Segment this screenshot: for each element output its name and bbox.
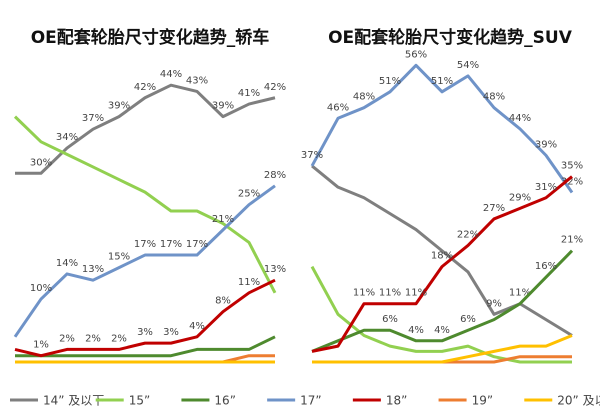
data-label: 1% <box>33 340 49 351</box>
data-label: 11% <box>405 288 427 299</box>
series-line <box>15 83 276 175</box>
data-label: 46% <box>327 102 349 113</box>
data-label: 37% <box>301 150 323 161</box>
data-label: 39% <box>212 101 234 112</box>
legend-label: 14” 及以下 <box>43 394 104 408</box>
data-label: 35% <box>561 161 583 172</box>
data-label: 15% <box>108 252 130 263</box>
data-label: 54% <box>457 60 479 71</box>
chart-title: OE配套轮胎尺寸变化趋势_轿车 <box>31 27 270 48</box>
data-label: 48% <box>483 92 505 103</box>
data-label: 6% <box>382 314 398 325</box>
data-label: 13% <box>82 264 104 275</box>
legend-label: 17” <box>300 394 322 408</box>
legend-label: 16” <box>214 394 236 408</box>
data-label: 2% <box>85 333 101 344</box>
series-line <box>312 334 573 364</box>
data-label: 11% <box>509 288 531 299</box>
data-label: 28% <box>264 170 286 181</box>
chart-title: OE配套轮胎尺寸变化趋势_SUV <box>328 27 573 48</box>
data-label: 25% <box>238 189 260 200</box>
data-label: 4% <box>408 325 424 336</box>
data-label: 21% <box>212 214 234 225</box>
legend-label: 19” <box>472 394 494 408</box>
data-label: 37% <box>82 113 104 124</box>
data-label: 8% <box>215 296 231 307</box>
legend-label: 20” 及以上 <box>557 394 600 408</box>
data-label: 9% <box>486 298 502 309</box>
series-line <box>13 115 277 294</box>
data-label: 32% <box>561 176 583 187</box>
data-label: 18% <box>431 251 453 262</box>
series-line <box>311 249 574 353</box>
data-label: 44% <box>160 69 182 80</box>
data-label: 51% <box>379 76 401 87</box>
data-label: 2% <box>111 333 127 344</box>
data-label: 4% <box>189 321 205 332</box>
data-label: 3% <box>163 327 179 338</box>
series-line <box>310 265 572 364</box>
data-label: 41% <box>238 88 260 99</box>
data-label: 14% <box>56 258 78 269</box>
series-line <box>310 63 574 194</box>
data-label: 34% <box>56 132 78 143</box>
legend-label: 18” <box>386 394 408 408</box>
data-label: 51% <box>431 76 453 87</box>
data-label: 17% <box>160 239 182 250</box>
data-label: 10% <box>30 283 52 294</box>
series-line <box>15 335 276 358</box>
data-label: 43% <box>186 75 208 86</box>
data-label: 16% <box>535 261 557 272</box>
series-line <box>311 164 573 337</box>
data-label: 27% <box>483 203 505 214</box>
data-label: 3% <box>137 327 153 338</box>
data-label: 6% <box>460 314 476 325</box>
data-label: 22% <box>457 229 479 240</box>
data-label: 31% <box>535 182 557 193</box>
data-label: 11% <box>238 277 260 288</box>
data-label: 4% <box>434 325 450 336</box>
data-label: 17% <box>134 239 156 250</box>
data-label: 11% <box>353 288 375 299</box>
data-label: 30% <box>30 157 52 168</box>
data-label: 2% <box>59 333 75 344</box>
data-label: 42% <box>264 82 286 93</box>
series-line <box>311 175 573 353</box>
data-label: 11% <box>379 288 401 299</box>
data-label: 29% <box>509 192 531 203</box>
data-label: 17% <box>186 239 208 250</box>
data-label: 39% <box>535 139 557 150</box>
data-label: 56% <box>405 49 427 60</box>
data-label: 13% <box>264 264 286 275</box>
legend-label: 15” <box>129 394 151 408</box>
data-label: 48% <box>353 92 375 103</box>
data-label: 42% <box>134 82 156 93</box>
series-line <box>14 278 276 358</box>
series-line <box>13 184 276 338</box>
data-label: 39% <box>108 101 130 112</box>
data-label: 21% <box>561 235 583 246</box>
data-label: 44% <box>509 113 531 124</box>
